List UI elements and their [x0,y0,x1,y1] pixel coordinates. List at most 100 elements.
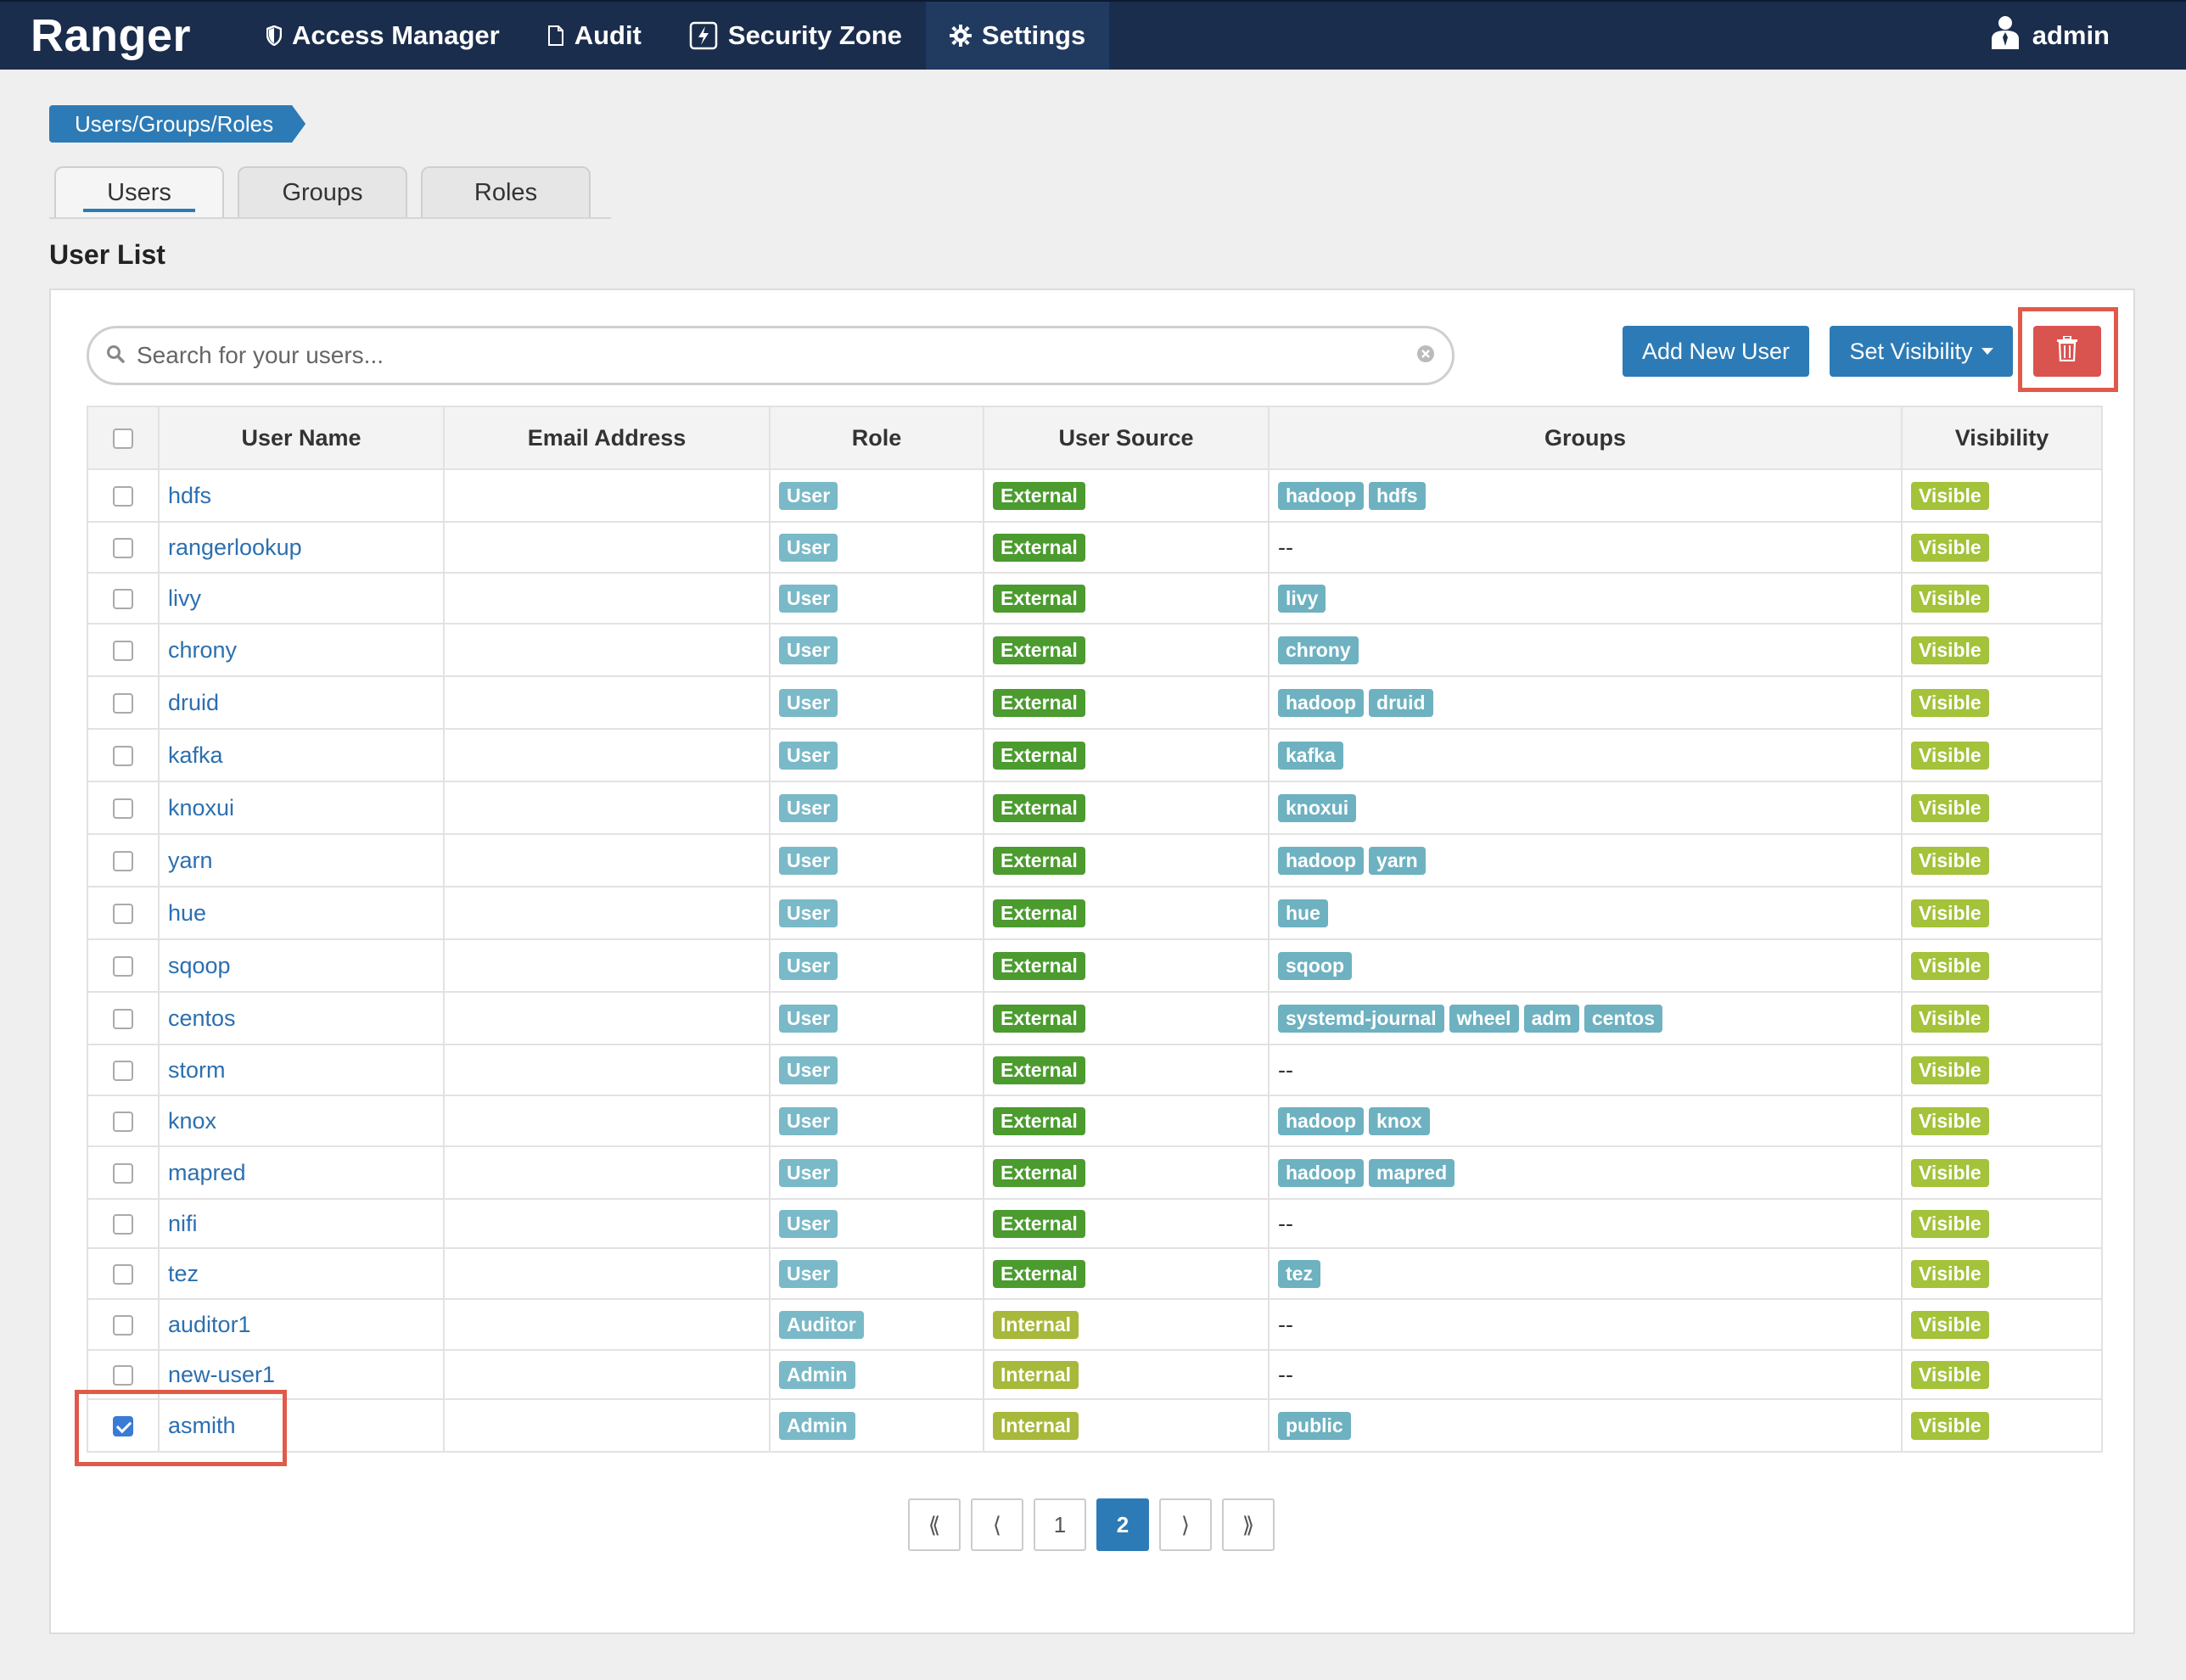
user-name-link[interactable]: knoxui [168,794,235,820]
table-row[interactable]: knox User External hadoop knox Visible [87,1095,2103,1147]
table-row[interactable]: kafka User External kafka Visible [87,728,2103,782]
tab-groups[interactable]: Groups [238,166,407,217]
prev-page-button[interactable]: ⟨ [971,1498,1023,1551]
select-all-checkbox[interactable] [113,428,133,450]
table-row[interactable]: mapred User External hadoop mapred Visible [87,1145,2103,1200]
col-groups[interactable]: Groups [1268,406,1903,470]
user-name-link[interactable]: knox [168,1107,217,1134]
page-2-button[interactable]: 2 [1096,1498,1149,1551]
user-source-cell: Internal [983,1298,1270,1351]
table-row[interactable]: druid User External hadoop druid Visible [87,675,2103,730]
role-cell: User [769,1145,984,1200]
email-cell [443,572,771,624]
row-checkbox[interactable] [113,904,133,925]
user-name-link[interactable]: chrony [168,636,238,663]
table-row[interactable]: knoxui User External knoxui Visible [87,781,2103,835]
col-email[interactable]: Email Address [443,406,771,470]
table-row[interactable]: asmith Admin Internal public Visible [87,1398,2103,1453]
nav-audit[interactable]: Audit [524,2,665,70]
user-name-link[interactable]: tez [168,1260,199,1286]
brand-logo[interactable]: Ranger [31,10,192,61]
nav-access-manager[interactable]: Access Manager [243,2,524,70]
row-checkbox[interactable] [113,1315,133,1336]
user-name-cell: livy [158,572,445,624]
page-1-button[interactable]: 1 [1034,1498,1086,1551]
row-checkbox[interactable] [113,589,133,610]
user-name-link[interactable]: druid [168,689,220,715]
row-checkbox[interactable] [113,486,133,507]
search-box[interactable] [87,326,1455,385]
user-name-link[interactable]: nifi [168,1210,198,1236]
row-checkbox[interactable] [113,1009,133,1030]
visibility-badge: Visible [1911,584,1989,613]
email-cell [443,1145,771,1200]
tab-users[interactable]: Users [54,166,224,217]
set-visibility-button[interactable]: Set Visibility [1830,326,2013,377]
user-name-link[interactable]: asmith [168,1412,236,1438]
role-cell: User [769,833,984,888]
user-name-link[interactable]: sqoop [168,952,231,978]
table-row[interactable]: yarn User External hadoop yarn Visible [87,833,2103,888]
visibility-badge: Visible [1911,636,1989,664]
delete-button[interactable] [2033,326,2101,377]
table-row[interactable]: rangerlookup User External -- Visible [87,521,2103,574]
user-name-link[interactable]: hdfs [168,482,212,508]
table-row[interactable]: centos User External systemd-journal wheel ad… [87,991,2103,1045]
user-name-link[interactable]: hue [168,899,207,926]
row-checkbox[interactable] [113,693,133,714]
user-name-link[interactable]: storm [168,1056,226,1083]
tab-roles[interactable]: Roles [421,166,591,217]
row-checkbox[interactable] [113,1061,133,1082]
user-name-link[interactable]: centos [168,1005,236,1031]
row-checkbox[interactable] [113,798,133,820]
user-source-cell: External [983,991,1270,1045]
row-checkbox[interactable] [113,1112,133,1133]
table-row[interactable]: sqoop User External sqoop Visible [87,938,2103,993]
visibility-cell: Visible [1901,1145,2103,1200]
user-name-link[interactable]: yarn [168,847,213,873]
table-row[interactable]: storm User External -- Visible [87,1044,2103,1096]
user-name-link[interactable]: livy [168,585,201,611]
add-new-user-button[interactable]: Add New User [1623,326,1809,377]
user-name-link[interactable]: new-user1 [168,1361,276,1387]
breadcrumb[interactable]: Users/Groups/Roles [49,105,305,143]
row-checkbox[interactable] [113,641,133,662]
row-checkbox[interactable] [113,1416,133,1437]
nav-settings[interactable]: Settings [925,2,1110,70]
row-checkbox[interactable] [113,1365,133,1386]
row-checkbox[interactable] [113,1214,133,1235]
user-name-link[interactable]: rangerlookup [168,534,302,560]
table-row[interactable]: livy User External livy Visible [87,572,2103,624]
user-name-link[interactable]: mapred [168,1159,246,1185]
user-source-cell: External [983,1145,1270,1200]
row-checkbox[interactable] [113,1264,133,1285]
user-menu[interactable]: admin [1990,2,2110,70]
table-row[interactable]: hdfs User External hadoop hdfs Visible [87,468,2103,523]
search-input[interactable] [137,342,1416,369]
table-row[interactable]: tez User External tez Visible [87,1247,2103,1300]
user-source-badge: External [993,533,1085,562]
row-checkbox[interactable] [113,538,133,559]
table-row[interactable]: auditor1 Auditor Internal -- Visible [87,1298,2103,1351]
first-page-button[interactable]: ⟪ [908,1498,961,1551]
last-page-button[interactable]: ⟫ [1222,1498,1275,1551]
table-row[interactable]: new-user1 Admin Internal -- Visible [87,1349,2103,1400]
user-name-link[interactable]: auditor1 [168,1311,251,1337]
user-name-cell: centos [158,991,445,1045]
next-page-button[interactable]: ⟩ [1159,1498,1212,1551]
col-visibility[interactable]: Visibility [1901,406,2103,470]
row-checkbox[interactable] [113,746,133,767]
nav-security-zone[interactable]: Security Zone [665,2,926,70]
clear-search-icon[interactable] [1416,344,1435,367]
user-name-link[interactable]: kafka [168,742,223,768]
user-source-cell: External [983,675,1270,730]
col-role[interactable]: Role [769,406,984,470]
table-row[interactable]: hue User External hue Visible [87,886,2103,940]
row-checkbox[interactable] [113,1163,133,1184]
row-checkbox[interactable] [113,956,133,977]
table-row[interactable]: nifi User External -- Visible [87,1198,2103,1249]
col-user-source[interactable]: User Source [983,406,1270,470]
col-user-name[interactable]: User Name [158,406,445,470]
row-checkbox[interactable] [113,851,133,872]
table-row[interactable]: chrony User External chrony Visible [87,623,2103,677]
